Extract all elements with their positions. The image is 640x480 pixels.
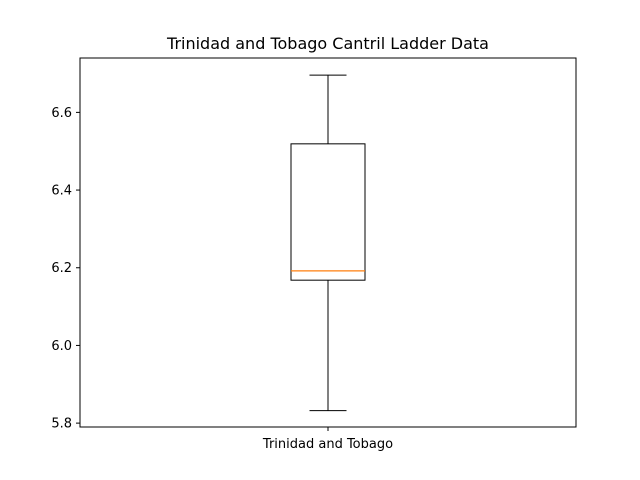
x-tick-label: Trinidad and Tobago [262, 437, 393, 452]
iqr-box [290, 143, 366, 281]
y-tick-label: 6.6 [51, 106, 72, 121]
y-tick-label: 6.0 [51, 339, 72, 354]
plot-area: 5.8 6.0 6.2 6.4 6.6 Trinidad and Tobago [51, 74, 393, 452]
axes-frame [79, 57, 577, 428]
y-tick-label: 6.2 [51, 261, 72, 276]
chart-title: Trinidad and Tobago Cantril Ladder Data [166, 34, 489, 53]
y-tick-label: 6.4 [51, 184, 72, 199]
y-tick-label: 5.8 [51, 417, 72, 432]
